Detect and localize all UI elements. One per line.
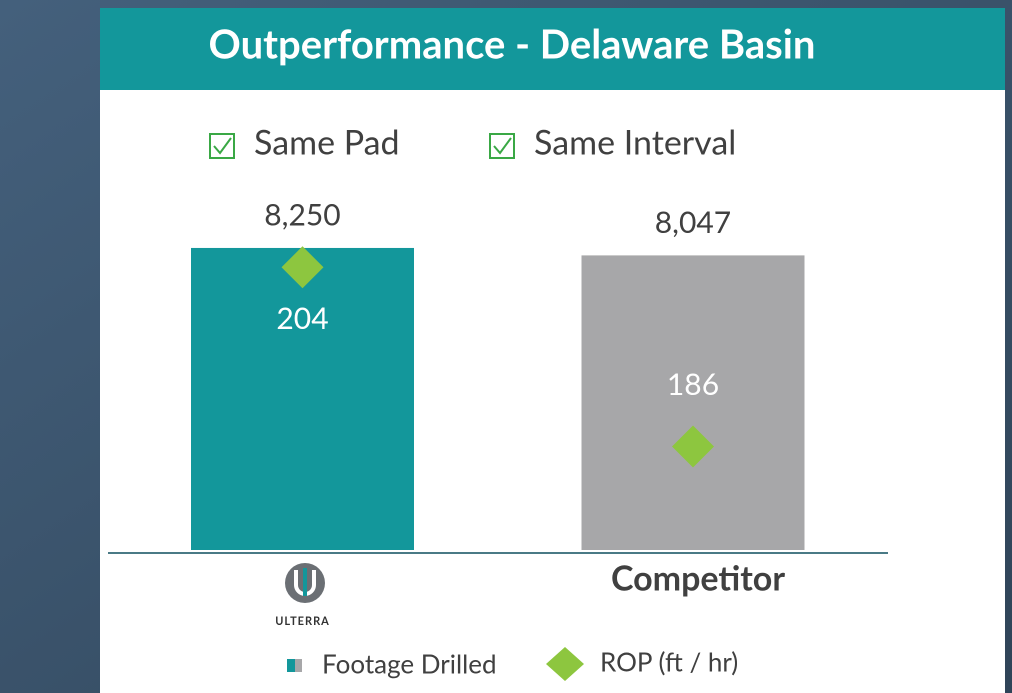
legend-swatch	[287, 659, 295, 672]
rop-value-label: 186	[667, 366, 719, 402]
bar-value-label: 8,047	[655, 204, 731, 240]
logo	[285, 563, 325, 603]
bar	[191, 247, 414, 551]
chart-title: Outperformance - Delaware Basin	[209, 19, 816, 67]
bar	[581, 255, 805, 551]
rop-value-label: 204	[276, 300, 328, 336]
bar-value-label: 8,250	[264, 197, 340, 233]
rop-marker	[672, 425, 714, 468]
checkbox-icon	[209, 133, 515, 159]
legend-label: ROP (ft / hr)	[600, 646, 738, 678]
check-label: Same Interval	[534, 122, 736, 163]
x-tick-label: ULTERRA	[275, 615, 330, 628]
legend-label: Footage Drilled	[322, 648, 497, 680]
rop-marker	[281, 246, 324, 289]
x-tick-label: Competitor	[611, 558, 785, 599]
header-band	[100, 8, 1005, 90]
legend-swatch	[546, 647, 584, 681]
check-label: Same Pad	[254, 122, 400, 163]
legend-swatch	[295, 659, 302, 672]
